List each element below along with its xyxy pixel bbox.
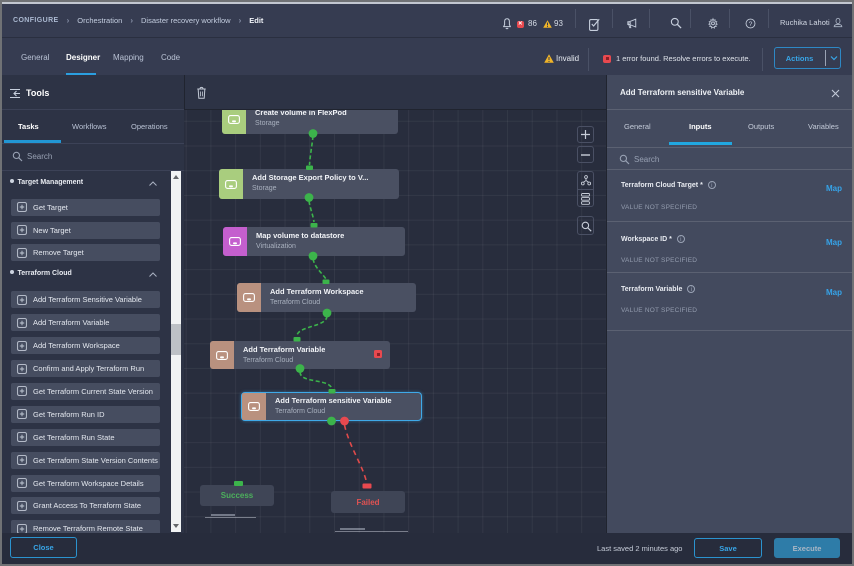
svg-text:?: ? xyxy=(749,21,753,28)
